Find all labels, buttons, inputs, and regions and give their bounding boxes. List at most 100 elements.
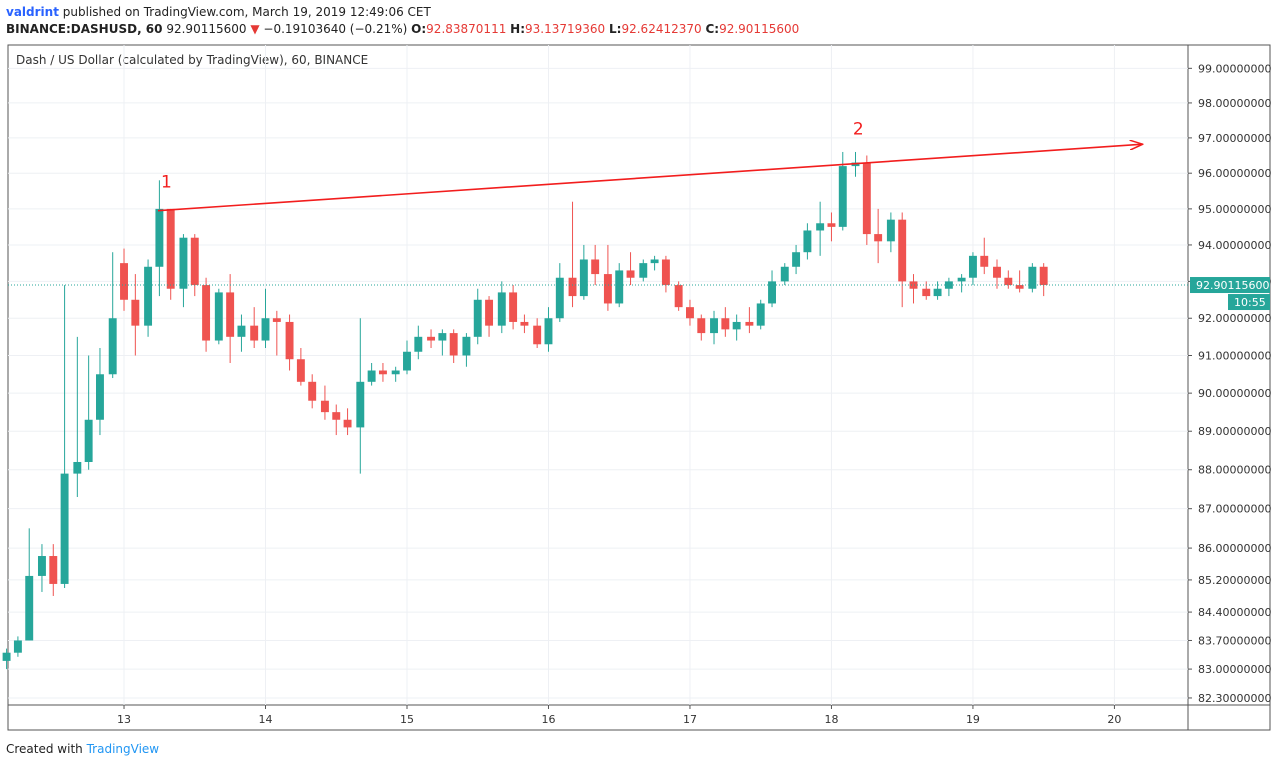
candle-body bbox=[131, 299, 140, 326]
candle-body bbox=[697, 318, 706, 334]
candle-body bbox=[462, 336, 471, 356]
candle-body bbox=[816, 223, 825, 231]
candle-body bbox=[13, 640, 22, 653]
candle-body bbox=[427, 336, 436, 341]
candle-body bbox=[414, 336, 423, 352]
y-tick-label: 91.00000000 bbox=[1198, 349, 1271, 362]
candle-body bbox=[898, 219, 907, 282]
candle-body bbox=[202, 285, 211, 341]
candle-body bbox=[544, 318, 553, 345]
y-tick-label: 83.70000000 bbox=[1198, 634, 1271, 647]
candle-body bbox=[909, 281, 918, 289]
y-tick-label: 83.00000000 bbox=[1198, 663, 1271, 676]
x-tick-label: 18 bbox=[824, 713, 838, 726]
last-price-box bbox=[1190, 277, 1270, 294]
x-tick-label: 13 bbox=[117, 713, 131, 726]
candle-body bbox=[285, 321, 294, 360]
candle-body bbox=[555, 277, 564, 319]
candle-body bbox=[84, 419, 93, 462]
last: 92.90115600 bbox=[166, 22, 247, 36]
candle-body bbox=[179, 237, 188, 289]
candle-body bbox=[391, 370, 400, 375]
candle-body bbox=[473, 299, 482, 337]
candle-body bbox=[732, 321, 741, 330]
y-tick-label: 99.00000000 bbox=[1198, 62, 1271, 75]
candle-body bbox=[980, 255, 989, 267]
candle-body bbox=[25, 575, 34, 641]
candle-body bbox=[838, 166, 847, 227]
candle-body bbox=[2, 652, 11, 661]
y-tick-label: 88.00000000 bbox=[1198, 464, 1271, 477]
candle-body bbox=[710, 318, 718, 334]
y-tick-label: 82.30000000 bbox=[1198, 692, 1271, 705]
y-tick-label: 87.00000000 bbox=[1198, 503, 1271, 516]
candle-body bbox=[579, 259, 588, 297]
candle-body bbox=[343, 419, 352, 428]
ohlc-value: 92.83870111 bbox=[426, 22, 507, 36]
footer: Created with TradingView bbox=[6, 742, 159, 756]
candle-body bbox=[367, 370, 376, 382]
ohlc-label: C: bbox=[705, 22, 720, 36]
x-tick-label: 15 bbox=[400, 713, 414, 726]
candle-body bbox=[674, 285, 683, 308]
symbol: BINANCE:DASHUSD, 60 bbox=[6, 22, 163, 36]
candle-body bbox=[378, 370, 387, 375]
chart-frame bbox=[7, 44, 1271, 731]
y-tick-label: 98.00000000 bbox=[1198, 97, 1271, 110]
candle-body bbox=[509, 292, 518, 322]
ohlc-h: H:93.13719360 bbox=[510, 22, 605, 36]
countdown: 10:55 bbox=[1234, 296, 1266, 309]
ohlc-value: 93.13719360 bbox=[525, 22, 606, 36]
y-tick-label: 92.00000000 bbox=[1198, 312, 1271, 325]
candle-body bbox=[533, 325, 542, 345]
ohlc-value: 92.90115600 bbox=[719, 22, 800, 36]
candle-body bbox=[756, 303, 765, 326]
candle-body bbox=[214, 292, 223, 341]
candle-body bbox=[568, 277, 577, 297]
author[interactable]: valdrint bbox=[6, 5, 59, 19]
candle-body bbox=[49, 556, 58, 584]
publish-info: published on TradingView.com, March 19, … bbox=[62, 5, 431, 19]
ohlc-o: O:92.83870111 bbox=[411, 22, 506, 36]
candle-body bbox=[73, 461, 82, 474]
candle-body bbox=[721, 318, 730, 330]
candle-body bbox=[1039, 266, 1048, 286]
brand[interactable]: TradingView bbox=[86, 742, 160, 756]
x-tick-label: 20 bbox=[1107, 713, 1121, 726]
countdown-box bbox=[1228, 294, 1270, 311]
created-with: Created with bbox=[6, 742, 83, 756]
x-tick-label: 19 bbox=[966, 713, 980, 726]
candle-body bbox=[438, 333, 447, 341]
candle-body bbox=[403, 351, 411, 371]
candle-body bbox=[933, 288, 942, 297]
candle-body bbox=[650, 259, 659, 264]
candle-body bbox=[120, 263, 128, 300]
y-tick-label: 90.00000000 bbox=[1198, 387, 1271, 400]
candle-body bbox=[626, 270, 635, 278]
candle-body bbox=[803, 230, 812, 253]
candle-body bbox=[190, 237, 199, 286]
trend-line bbox=[157, 144, 1143, 212]
candle-body bbox=[639, 263, 648, 278]
y-tick-label: 85.20000000 bbox=[1198, 574, 1271, 587]
candle-body bbox=[356, 381, 365, 428]
candle-body bbox=[520, 321, 529, 326]
x-tick-label: 16 bbox=[541, 713, 555, 726]
ohlc-label: L: bbox=[609, 22, 622, 36]
change: −0.19103640 (−0.21%) bbox=[263, 22, 408, 36]
candle-body bbox=[993, 266, 1001, 278]
candle-body bbox=[250, 325, 259, 341]
ohlc-value: 92.62412370 bbox=[621, 22, 702, 36]
y-tick-label: 89.00000000 bbox=[1198, 425, 1271, 438]
y-tick-label: 86.00000000 bbox=[1198, 542, 1271, 555]
candle-body bbox=[261, 318, 270, 341]
arrow: ▼ bbox=[250, 22, 260, 36]
y-tick-label: 94.00000000 bbox=[1198, 239, 1271, 252]
candle-body bbox=[155, 208, 164, 267]
candle-body bbox=[308, 381, 317, 401]
candle-body bbox=[37, 556, 46, 576]
candle-body bbox=[320, 400, 329, 413]
ohlc-label: O: bbox=[411, 22, 427, 36]
candle-body bbox=[603, 274, 612, 304]
